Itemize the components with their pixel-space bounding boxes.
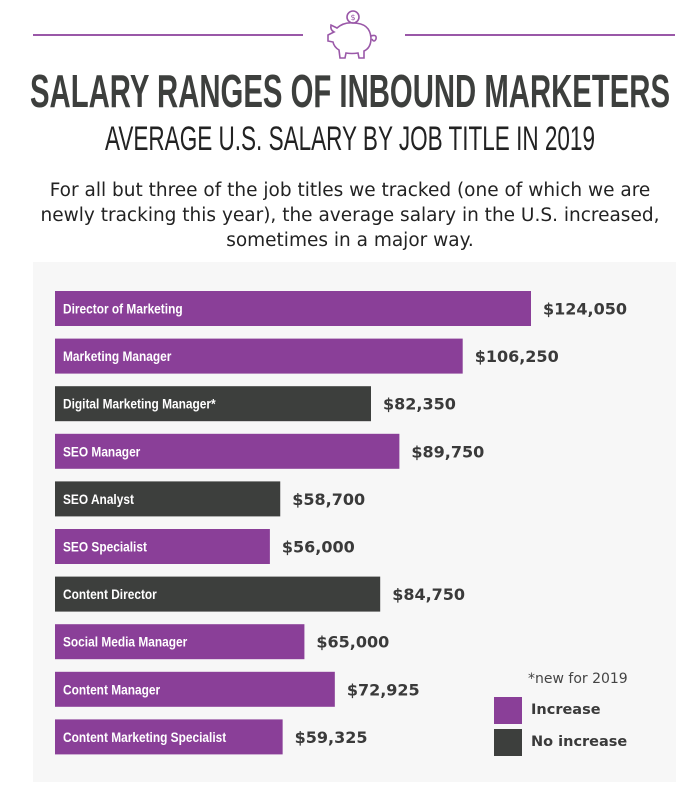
bar-category-label: Digital Marketing Manager*: [63, 396, 217, 412]
bar: [55, 576, 381, 612]
bar-value-label: $58,700: [292, 490, 365, 509]
bar-category-label: Marketing Manager: [63, 348, 171, 364]
legend-swatch-no-increase: [494, 729, 522, 756]
divider-left: [33, 34, 303, 36]
legend-label-increase: Increase: [531, 702, 601, 718]
bar-value-label: $106,250: [475, 347, 559, 366]
bar: [55, 624, 305, 660]
bar-value-label: $56,000: [282, 538, 355, 557]
svg-text:$: $: [350, 13, 355, 22]
bar-value-label: $82,350: [383, 395, 456, 414]
bar: [55, 338, 463, 374]
intro-text: For all but three of the job titles we t…: [40, 180, 660, 251]
bar: [55, 386, 371, 422]
bar: [55, 291, 531, 326]
bar: [55, 529, 270, 564]
piggy-bank-dollar-icon: $: [327, 10, 377, 59]
bar-value-label: $72,925: [347, 680, 420, 699]
bar-category-label: SEO Analyst: [63, 491, 135, 507]
bar-category-label: Content Manager: [63, 681, 160, 697]
bar-category-label: Content Marketing Specialist: [63, 729, 227, 745]
bar-category-label: SEO Specialist: [63, 539, 148, 555]
legend-swatch-increase: [494, 697, 522, 724]
bar-value-label: $89,750: [411, 442, 484, 461]
page-title: SALARY RANGES OF INBOUND MARKETERS: [30, 65, 670, 117]
bar-value-label: $84,750: [392, 585, 465, 604]
bar-category-label: Content Director: [63, 586, 157, 602]
legend-label-no-increase: No increase: [531, 734, 628, 750]
bar: [55, 481, 281, 517]
footnote: *new for 2019: [528, 671, 628, 687]
bar: [55, 671, 335, 707]
bar: [55, 433, 400, 469]
page-subtitle: AVERAGE U.S. SALARY BY JOB TITLE IN 2019: [105, 120, 595, 158]
bar: [55, 719, 283, 755]
bar-value-label: $124,050: [543, 300, 627, 319]
bar-value-label: $59,325: [295, 728, 368, 747]
bar-category-label: Director of Marketing: [63, 301, 183, 317]
bar-value-label: $65,000: [316, 633, 389, 652]
divider-right: [405, 34, 675, 36]
bar-category-label: SEO Manager: [63, 443, 140, 459]
bar-category-label: Social Media Manager: [63, 634, 187, 650]
headings: SALARY RANGES OF INBOUND MARKETERS AVERA…: [30, 65, 670, 158]
